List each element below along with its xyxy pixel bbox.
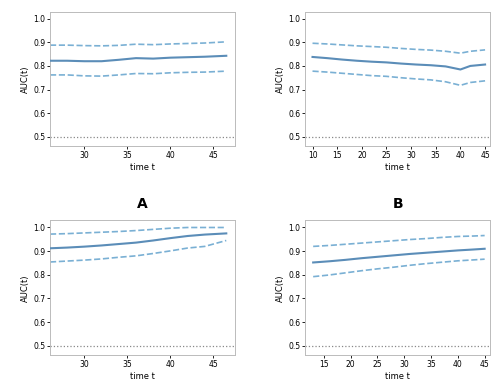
Text: A: A	[137, 198, 148, 212]
X-axis label: time t: time t	[130, 163, 155, 172]
X-axis label: time t: time t	[385, 163, 410, 172]
X-axis label: time t: time t	[385, 372, 410, 381]
X-axis label: time t: time t	[130, 372, 155, 381]
Y-axis label: AUC(t): AUC(t)	[21, 65, 30, 93]
Y-axis label: AUC(t): AUC(t)	[276, 65, 285, 93]
Text: B: B	[392, 198, 403, 212]
Y-axis label: AUC(t): AUC(t)	[21, 274, 30, 301]
Y-axis label: AUC(t): AUC(t)	[276, 274, 285, 301]
